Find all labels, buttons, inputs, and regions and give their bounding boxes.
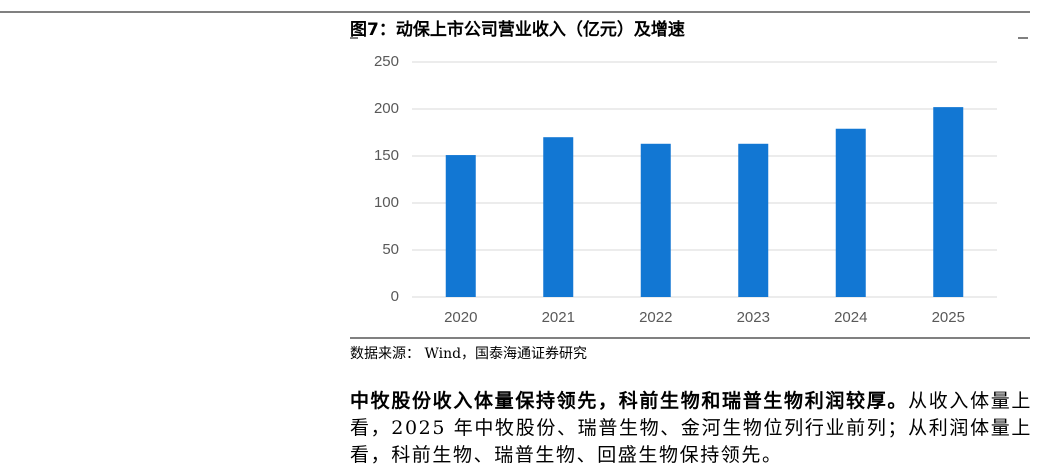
bar xyxy=(835,128,866,297)
paragraph-text: 从收入体量上看，2025 年中牧股份、瑞普生物、金河生物位列行业前列；从利润体量… xyxy=(350,390,1033,466)
source: 数据来源： Wind，国泰海通证券研究 xyxy=(350,346,588,362)
bar xyxy=(640,143,671,297)
x-tick-label: 2022 xyxy=(639,309,672,326)
paragraph-bold: 中牧股份收入体量保持领先，科前生物和瑞普生物利润较厚。 xyxy=(350,390,909,412)
bar xyxy=(445,155,476,297)
bar xyxy=(543,137,574,297)
y-tick-label: 150 xyxy=(374,147,399,164)
x-tick-label: 2020 xyxy=(444,309,477,326)
y-tick-label: 100 xyxy=(374,194,399,211)
x-tick-label: 2025 xyxy=(932,309,965,326)
bar xyxy=(933,107,964,298)
y-tick-label: 250 xyxy=(374,53,399,70)
x-tick-label: 2023 xyxy=(737,309,770,326)
figure-title: 图7：动保上市公司营业收入（亿元）及增速 xyxy=(350,20,685,40)
paragraph: 中牧股份收入体量保持领先，科前生物和瑞普生物利润较厚。从收入体量上看，2025 … xyxy=(350,388,1032,469)
x-tick-label: 2021 xyxy=(542,309,575,326)
y-tick-label: 0 xyxy=(391,288,399,305)
x-tick-label: 2024 xyxy=(834,309,867,326)
y-tick-label: 200 xyxy=(374,100,399,117)
y-tick-label: 50 xyxy=(382,241,399,258)
bar xyxy=(738,143,769,297)
